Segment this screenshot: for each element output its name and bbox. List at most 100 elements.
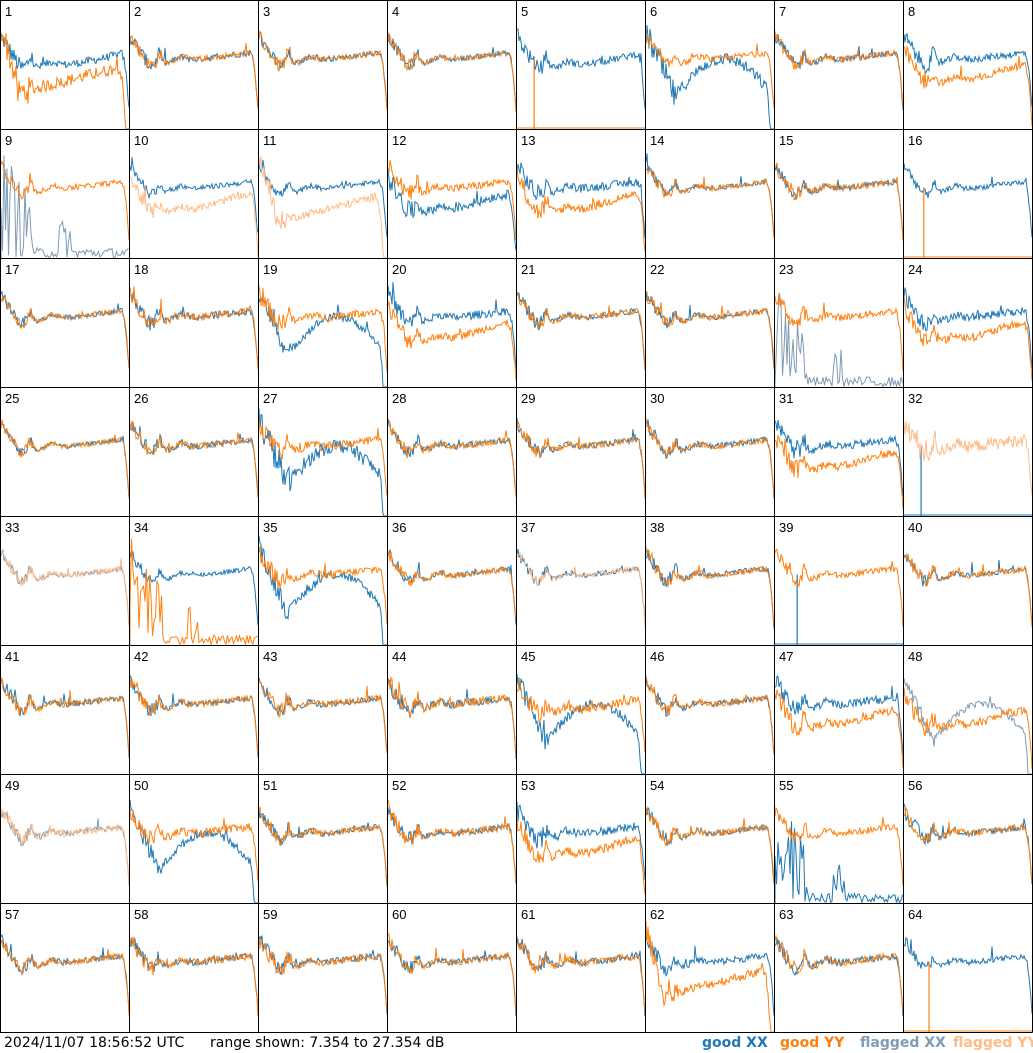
- panel-6: 6: [645, 4, 775, 130]
- panel-18-yy-trace: [129, 286, 259, 370]
- panel-53-yy-trace: [516, 819, 646, 895]
- panel-21: 21: [516, 262, 646, 370]
- panel-62-yy-trace: [645, 922, 774, 1033]
- panel-label-29: 29: [521, 391, 535, 406]
- panel-17-xx-trace: [0, 290, 130, 366]
- panel-label-45: 45: [521, 649, 535, 664]
- panel-55-yy-trace: [774, 806, 904, 887]
- panel-58-yy-trace: [129, 936, 259, 1017]
- panel-label-62: 62: [650, 907, 664, 922]
- panel-19: 19: [258, 262, 388, 388]
- panel-59-yy-trace: [258, 937, 388, 1014]
- panel-label-11: 11: [263, 133, 277, 148]
- panel-label-54: 54: [650, 778, 664, 793]
- panel-label-6: 6: [650, 4, 657, 19]
- timestamp: 2024/11/07 18:56:52 UTC: [4, 1035, 185, 1051]
- panel-50: 50: [129, 778, 259, 904]
- panel-47: 47: [774, 649, 904, 768]
- panel-label-49: 49: [5, 778, 19, 793]
- panel-label-36: 36: [392, 520, 406, 535]
- panel-22-xx-trace: [645, 290, 775, 369]
- panel-label-35: 35: [263, 520, 277, 535]
- panel-38: 38: [645, 520, 775, 629]
- panel-22: 22: [645, 262, 775, 370]
- panel-label-44: 44: [392, 649, 406, 664]
- panel-13: 13: [516, 133, 646, 252]
- panel-label-3: 3: [263, 4, 270, 19]
- panel-32: 32: [903, 391, 1033, 516]
- panel-49: 49: [0, 778, 130, 885]
- panel-58: 58: [129, 907, 259, 1017]
- panel-label-56: 56: [908, 778, 922, 793]
- panel-14-yy-trace: [645, 167, 775, 239]
- panel-43: 43: [258, 649, 388, 753]
- panel-9: 9: [0, 133, 130, 260]
- panel-47-xx-trace: [774, 675, 904, 756]
- panel-45-yy-trace: [516, 679, 646, 753]
- legend-good-yy: good YY: [780, 1035, 845, 1051]
- panel-57: 57: [0, 907, 130, 1016]
- panel-label-18: 18: [134, 262, 148, 277]
- panel-label-61: 61: [521, 907, 535, 922]
- panel-label-17: 17: [5, 262, 19, 277]
- panel-label-16: 16: [908, 133, 922, 148]
- panel-9-xx-trace: [0, 155, 129, 260]
- panel-31-xx-trace: [774, 419, 904, 497]
- panel-label-8: 8: [908, 4, 915, 19]
- panel-10-xx-trace: [129, 157, 259, 233]
- panel-label-26: 26: [134, 391, 148, 406]
- panel-27-xx-trace: [258, 408, 387, 517]
- panel-20-xx-trace: [387, 282, 517, 369]
- panel-8: 8: [903, 4, 1033, 127]
- panel-36-yy-trace: [387, 550, 517, 618]
- panel-label-52: 52: [392, 778, 406, 793]
- panel-19-xx-trace: [258, 296, 387, 388]
- panel-53: 53: [516, 778, 646, 895]
- panel-11: 11: [258, 133, 388, 259]
- panel-label-51: 51: [263, 778, 277, 793]
- panel-label-42: 42: [134, 649, 148, 664]
- panel-50-xx-trace: [129, 799, 258, 904]
- panel-33: 33: [0, 520, 130, 627]
- panel-29-yy-trace: [516, 420, 646, 500]
- panel-15: 15: [774, 133, 904, 241]
- panel-60-xx-trace: [387, 939, 517, 1017]
- panel-22-yy-trace: [645, 290, 775, 370]
- panel-30-yy-trace: [645, 418, 775, 495]
- panel-42-yy-trace: [129, 677, 259, 756]
- panel-48-xx-trace: [903, 678, 1032, 775]
- panel-label-27: 27: [263, 391, 277, 406]
- panel-label-55: 55: [779, 778, 793, 793]
- panel-51-xx-trace: [258, 811, 388, 887]
- panel-label-12: 12: [392, 133, 406, 148]
- panel-24-xx-trace: [903, 287, 1033, 369]
- panel-59: 59: [258, 907, 388, 1015]
- panel-11-xx-trace: [258, 159, 388, 238]
- panel-5-xx-trace: [516, 28, 646, 109]
- panel-12-xx-trace: [387, 169, 517, 251]
- panel-label-7: 7: [779, 4, 786, 19]
- panel-9-yy-trace: [0, 160, 130, 240]
- panel-31-yy-trace: [774, 434, 904, 509]
- panel-label-20: 20: [392, 262, 406, 277]
- panel-29: 29: [516, 391, 646, 500]
- panel-45: 45: [516, 649, 646, 775]
- panel-label-4: 4: [392, 4, 399, 19]
- panel-39: 39: [774, 520, 904, 645]
- panel-49-yy-trace: [0, 807, 130, 884]
- footer: 2024/11/07 18:56:52 UTC range shown: 7.3…: [0, 1033, 1033, 1053]
- panel-41-yy-trace: [0, 677, 130, 756]
- panel-label-46: 46: [650, 649, 664, 664]
- panel-54: 54: [645, 778, 775, 884]
- panel-2-yy-trace: [129, 35, 259, 109]
- panel-40: 40: [903, 520, 1033, 628]
- panel-label-60: 60: [392, 907, 406, 922]
- panel-label-63: 63: [779, 907, 793, 922]
- panel-7-yy-trace: [774, 31, 904, 109]
- panel-label-41: 41: [5, 649, 19, 664]
- panel-39-yy-trace: [774, 548, 904, 628]
- panel-57-yy-trace: [0, 939, 130, 1016]
- panel-28: 28: [387, 391, 517, 498]
- panel-18: 18: [129, 262, 259, 370]
- panel-label-39: 39: [779, 520, 793, 535]
